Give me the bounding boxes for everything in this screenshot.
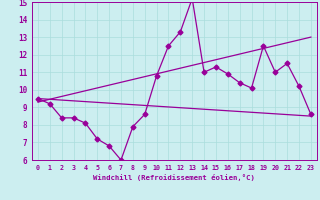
X-axis label: Windchill (Refroidissement éolien,°C): Windchill (Refroidissement éolien,°C) bbox=[93, 174, 255, 181]
